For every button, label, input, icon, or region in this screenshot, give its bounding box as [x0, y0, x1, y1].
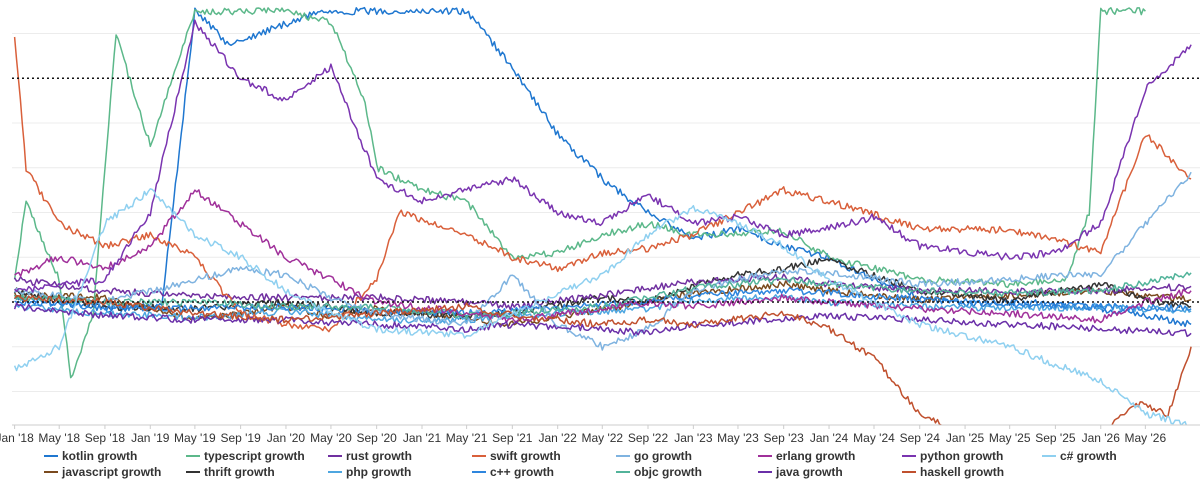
x-tick-label: Jan '19	[131, 431, 170, 445]
x-tick-label: Jan '22	[539, 431, 578, 445]
legend-item[interactable]: erlang growth	[758, 449, 855, 463]
x-tick-label: Sep '24	[900, 431, 941, 445]
x-tick-label: Sep '20	[356, 431, 397, 445]
x-tick-label: May '24	[853, 431, 895, 445]
legend-label: thrift growth	[204, 465, 275, 479]
x-tick-label: Sep '22	[628, 431, 669, 445]
series-line-objc-growth	[13, 271, 1192, 320]
series-line-swift-growth	[13, 36, 1192, 333]
legend-item[interactable]: typescript growth	[186, 449, 305, 463]
legend-label: go growth	[634, 449, 692, 463]
legend-item[interactable]: php growth	[328, 465, 411, 479]
x-tick-label: Sep '25	[1035, 431, 1076, 445]
x-tick-label: Jan '23	[674, 431, 713, 445]
grid-lines	[12, 33, 1200, 392]
legend-item[interactable]: python growth	[902, 449, 1003, 463]
legend-item[interactable]: thrift growth	[186, 465, 275, 479]
legend-label: c# growth	[1060, 449, 1117, 463]
legend-label: typescript growth	[204, 449, 305, 463]
legend-item[interactable]: haskell growth	[902, 465, 1004, 479]
legend-label: javascript growth	[61, 465, 161, 479]
series-line-go-growth	[13, 171, 1192, 351]
legend: kotlin growth javascript growth typescript…	[44, 449, 1117, 479]
x-tick-label: May '25	[989, 431, 1031, 445]
x-tick-label: May '21	[446, 431, 488, 445]
series-line-c-growth	[13, 188, 1192, 425]
series-line-kotlin-growth	[13, 6, 1192, 328]
x-tick-label: Jan '26	[1082, 431, 1121, 445]
series-line-erlang-growth	[14, 189, 1192, 324]
series-line-haskell-growth	[13, 294, 1192, 425]
x-tick-label: Sep '19	[220, 431, 261, 445]
series-line-java-growth	[13, 302, 1192, 338]
x-tick-label: Jan '21	[403, 431, 442, 445]
legend-item[interactable]: java growth	[758, 465, 843, 479]
x-tick-label: Sep '18	[85, 431, 126, 445]
legend-label: rust growth	[346, 449, 412, 463]
series-line-python-growth	[14, 19, 1192, 293]
series-lines	[13, 6, 1192, 425]
series-line-typescript-growth	[13, 7, 1146, 379]
legend-item[interactable]: swift growth	[472, 449, 561, 463]
legend-item[interactable]: c++ growth	[472, 465, 554, 479]
series-line-thrift-growth	[13, 257, 1192, 319]
x-tick-label: Sep '21	[492, 431, 533, 445]
x-tick-label: May '18	[38, 431, 80, 445]
legend-item[interactable]: javascript growth	[44, 465, 161, 479]
x-tick-label: Jan '25	[946, 431, 985, 445]
x-tick-label: May '19	[174, 431, 216, 445]
legend-item[interactable]: c# growth	[1042, 449, 1117, 463]
legend-item[interactable]: go growth	[616, 449, 692, 463]
legend-label: objc growth	[634, 465, 702, 479]
legend-label: c++ growth	[490, 465, 554, 479]
legend-item[interactable]: objc growth	[616, 465, 702, 479]
x-tick-label: Sep '23	[764, 431, 805, 445]
x-tick-label: Jan '24	[810, 431, 849, 445]
x-tick-label: May '26	[1125, 431, 1167, 445]
x-tick-label: Jan '20	[267, 431, 306, 445]
x-tick-label: Jan '18	[0, 431, 34, 445]
legend-label: kotlin growth	[62, 449, 137, 463]
legend-label: python growth	[920, 449, 1003, 463]
legend-item[interactable]: kotlin growth	[44, 449, 137, 463]
legend-label: haskell growth	[920, 465, 1004, 479]
x-tick-label: May '23	[717, 431, 759, 445]
series-line-rust-growth	[13, 273, 1192, 311]
legend-label: java growth	[775, 465, 843, 479]
x-tick-label: May '20	[310, 431, 352, 445]
reference-lines	[12, 77, 1200, 303]
legend-label: php growth	[346, 465, 411, 479]
legend-item[interactable]: rust growth	[328, 449, 412, 463]
x-tick-label: May '22	[581, 431, 623, 445]
series-line-php-growth	[14, 294, 1192, 324]
legend-label: erlang growth	[776, 449, 855, 463]
x-axis: Jan '18 May '18 Sep '18 Jan '19 May '19 Sep '…	[0, 424, 1200, 445]
legend-label: swift growth	[490, 449, 561, 463]
